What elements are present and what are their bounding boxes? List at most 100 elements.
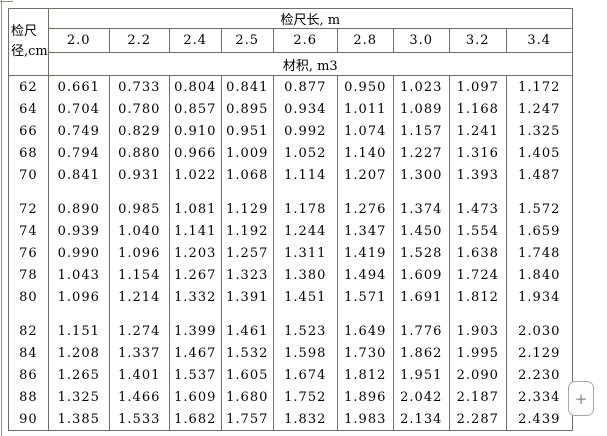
length-col-header: 3.4 (505, 28, 573, 53)
diameter-cell: 88 (8, 386, 49, 408)
volume-cell: 1.467 (168, 342, 222, 364)
volume-cell: 1.487 (505, 164, 573, 186)
volume-cell: 1.040 (108, 220, 170, 242)
volume-cell: 1.730 (336, 342, 394, 364)
spacer-cell (220, 186, 274, 198)
volume-cell: 1.450 (392, 220, 450, 242)
diameter-cell: 86 (8, 364, 49, 386)
length-col-header: 2.4 (168, 28, 222, 53)
volume-cell: 0.733 (108, 75, 170, 98)
volume-cell: 1.983 (336, 408, 394, 431)
panel-top-edge-line (0, 1, 13, 2)
table-row: 66 0.749 0.829 0.910 0.951 0.992 1.074 1.157 1.2… (8, 120, 573, 142)
volume-cell: 0.749 (47, 120, 110, 142)
diameter-cell: 72 (8, 198, 49, 220)
length-col-header: 2.0 (47, 28, 110, 53)
volume-cell: 1.114 (272, 164, 338, 186)
volume-cell: 1.208 (47, 342, 110, 364)
volume-cell: 1.096 (47, 286, 110, 308)
volume-cell: 1.528 (392, 242, 450, 264)
table-row: 82 1.151 1.274 1.399 1.461 1.523 1.649 1.776 1.9… (8, 320, 573, 342)
volume-cell: 1.241 (448, 120, 507, 142)
volume-cell: 0.841 (47, 164, 110, 186)
volume-cell: 1.325 (47, 386, 110, 408)
diameter-cell: 90 (8, 408, 49, 431)
volume-cell: 0.704 (47, 98, 110, 120)
volume-cell: 1.494 (336, 264, 394, 286)
diameter-cell: 76 (8, 242, 49, 264)
diameter-cell: 74 (8, 220, 49, 242)
volume-cell: 2.439 (505, 408, 573, 431)
volume-cell: 1.081 (168, 198, 222, 220)
volume-cell: 1.680 (220, 386, 274, 408)
volume-cell: 1.832 (272, 408, 338, 431)
volume-cell: 2.030 (505, 320, 573, 342)
diameter-header-line1: 检尺 (11, 24, 38, 39)
volume-cell: 2.090 (448, 364, 507, 386)
volume-unit-header: 材积, m3 (47, 52, 573, 76)
volume-cell: 1.862 (392, 342, 450, 364)
table-row: 62 0.661 0.733 0.804 0.841 0.877 0.950 1.023 1.0… (8, 75, 573, 98)
volume-cell: 1.168 (448, 98, 507, 120)
volume-cell: 1.265 (47, 364, 110, 386)
volume-cell: 0.895 (220, 98, 274, 120)
volume-cell: 1.399 (168, 320, 222, 342)
diameter-cell: 64 (8, 98, 49, 120)
spacer-cell (392, 308, 450, 320)
volume-cell: 1.247 (505, 98, 573, 120)
volume-cell: 0.985 (108, 198, 170, 220)
volume-cell: 1.752 (272, 386, 338, 408)
log-volume-table: 检尺 径,cm 检尺长, m 2.0 2.2 2.4 2.5 2.6 2.8 3… (8, 8, 573, 431)
spacer-cell (505, 186, 573, 198)
volume-cell: 0.934 (272, 98, 338, 120)
volume-cell: 1.172 (505, 75, 573, 98)
volume-cell: 1.393 (448, 164, 507, 186)
volume-cell: 0.880 (108, 142, 170, 164)
volume-cell: 1.638 (448, 242, 507, 264)
volume-cell: 1.605 (220, 364, 274, 386)
volume-cell: 0.794 (47, 142, 110, 164)
table-row: 86 1.265 1.401 1.537 1.605 1.674 1.812 1.951 2.0… (8, 364, 573, 386)
expand-button[interactable]: + (568, 381, 594, 416)
volume-cell: 0.877 (272, 75, 338, 98)
volume-cell: 2.129 (505, 342, 573, 364)
volume-cell: 1.207 (336, 164, 394, 186)
volume-cell: 1.140 (336, 142, 394, 164)
volume-cell: 0.780 (108, 98, 170, 120)
table-row: 64 0.704 0.780 0.857 0.895 0.934 1.011 1.089 1.1… (8, 98, 573, 120)
volume-cell: 1.151 (47, 320, 110, 342)
volume-cell: 1.757 (220, 408, 274, 431)
volume-cell: 2.187 (448, 386, 507, 408)
volume-cell: 1.385 (47, 408, 110, 431)
volume-cell: 0.966 (168, 142, 222, 164)
volume-cell: 1.129 (220, 198, 274, 220)
table-row: 72 0.890 0.985 1.081 1.129 1.178 1.276 1.374 1.4… (8, 198, 573, 220)
volume-cell: 1.896 (336, 386, 394, 408)
volume-cell: 0.931 (108, 164, 170, 186)
volume-cell: 0.939 (47, 220, 110, 242)
volume-cell: 1.316 (448, 142, 507, 164)
volume-cell: 1.405 (505, 142, 573, 164)
table-row: 68 0.794 0.880 0.966 1.009 1.052 1.140 1.227 1.3… (8, 142, 573, 164)
volume-cell: 1.203 (168, 242, 222, 264)
volume-cell: 1.598 (272, 342, 338, 364)
volume-cell: 1.276 (336, 198, 394, 220)
volume-cell: 0.950 (336, 75, 394, 98)
volume-cell: 1.572 (505, 198, 573, 220)
volume-cell: 0.992 (272, 120, 338, 142)
volume-cell: 0.829 (108, 120, 170, 142)
volume-cell: 1.554 (448, 220, 507, 242)
spacer-cell (336, 308, 394, 320)
diameter-corner-header: 检尺 径,cm (8, 8, 49, 76)
volume-cell: 0.990 (47, 242, 110, 264)
volume-cell: 0.857 (168, 98, 222, 120)
volume-cell: 1.154 (108, 264, 170, 286)
volume-cell: 1.023 (392, 75, 450, 98)
volume-cell: 2.287 (448, 408, 507, 431)
volume-cell: 1.337 (108, 342, 170, 364)
diameter-cell: 80 (8, 286, 49, 308)
table-row: 80 1.096 1.214 1.332 1.391 1.451 1.571 1.691 1.8… (8, 286, 573, 308)
volume-cell: 1.532 (220, 342, 274, 364)
spacer-cell (108, 186, 170, 198)
diameter-cell: 66 (8, 120, 49, 142)
